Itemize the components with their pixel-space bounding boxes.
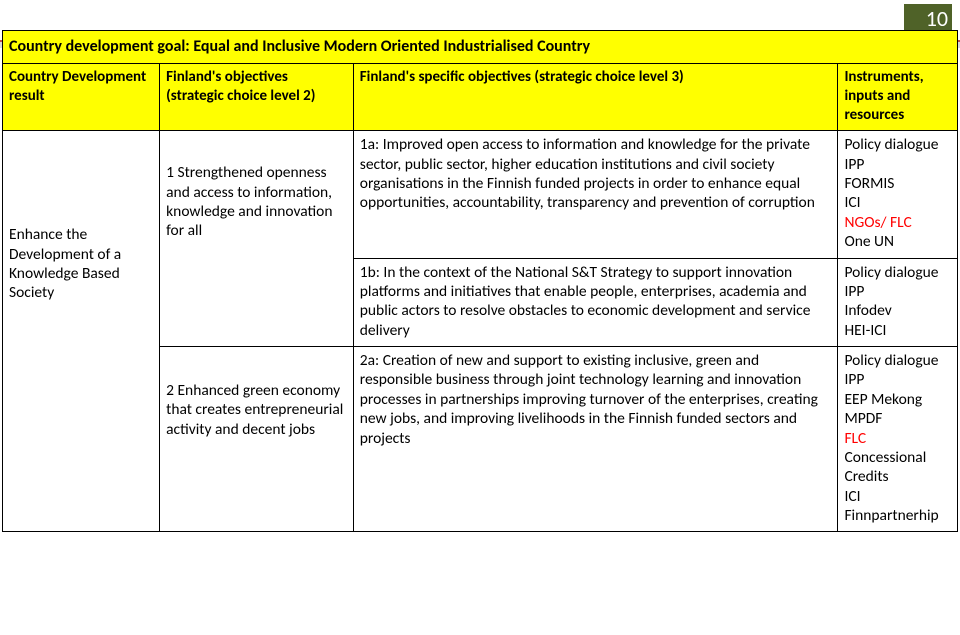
- page-number: 10: [926, 5, 948, 32]
- inst-1b-l1: Policy dialogue: [844, 263, 951, 282]
- inst-2a-l5: FLC: [844, 429, 951, 448]
- inst-2a-l6: Concessional Credits: [844, 448, 951, 487]
- inst-1b-l4: HEI-ICI: [844, 321, 951, 340]
- level3-objective-1a: 1a: Improved open access to information …: [353, 131, 838, 258]
- level2-obj1-text: 1 Strengthened openness and access to in…: [166, 163, 347, 241]
- inst-1a-l4: ICI: [844, 193, 951, 212]
- inst-1a-l2: IPP: [844, 155, 951, 174]
- inst-1b-l3: Infodev: [844, 301, 951, 320]
- result-cell: Enhance the Development of a Knowledge B…: [3, 131, 160, 532]
- header-instruments: Instruments, inputs and resources: [838, 64, 958, 131]
- page-number-badge: 10: [904, 4, 952, 32]
- inst-2a-l1: Policy dialogue: [844, 351, 951, 370]
- country-goal-row: Country development goal: Equal and Incl…: [3, 31, 958, 64]
- inst-2a-l7: ICI: [844, 487, 951, 506]
- header-level3: Finland's specific objectives (strategic…: [353, 64, 838, 131]
- inst-2a-l4: MPDF: [844, 409, 951, 428]
- level3-objective-2a: 2a: Creation of new and support to exist…: [353, 347, 838, 532]
- instruments-2a: Policy dialogue IPP EEP Mekong MPDF FLC …: [838, 347, 958, 532]
- level2-objective-1: 1 Strengthened openness and access to in…: [160, 131, 354, 347]
- header-result: Country Development result: [3, 64, 160, 131]
- inst-2a-l2: IPP: [844, 370, 951, 389]
- level2-obj2-text: 2 Enhanced green economy that creates en…: [166, 381, 347, 439]
- instruments-1b: Policy dialogue IPP Infodev HEI-ICI: [838, 258, 958, 347]
- inst-2a-l8: Finnpartnerhip: [844, 506, 951, 525]
- matrix-table: Country development goal: Equal and Incl…: [0, 30, 960, 532]
- inst-1a-l3: FORMIS: [844, 174, 951, 193]
- result-text: Enhance the Development of a Knowledge B…: [9, 225, 153, 303]
- header-level2: Finland's objectives (strategic choice l…: [160, 64, 354, 131]
- level3-objective-1b: 1b: In the context of the National S&T S…: [353, 258, 838, 347]
- inst-1a-l6: One UN: [844, 232, 951, 251]
- inst-1b-l2: IPP: [844, 282, 951, 301]
- instruments-1a: Policy dialogue IPP FORMIS ICI NGOs/ FLC…: [838, 131, 958, 258]
- inst-1a-l1: Policy dialogue: [844, 135, 951, 154]
- level2-objective-2: 2 Enhanced green economy that creates en…: [160, 347, 354, 532]
- country-goal: Country development goal: Equal and Incl…: [9, 37, 590, 56]
- inst-2a-l3: EEP Mekong: [844, 390, 951, 409]
- inst-1a-l5: NGOs/ FLC: [844, 213, 951, 232]
